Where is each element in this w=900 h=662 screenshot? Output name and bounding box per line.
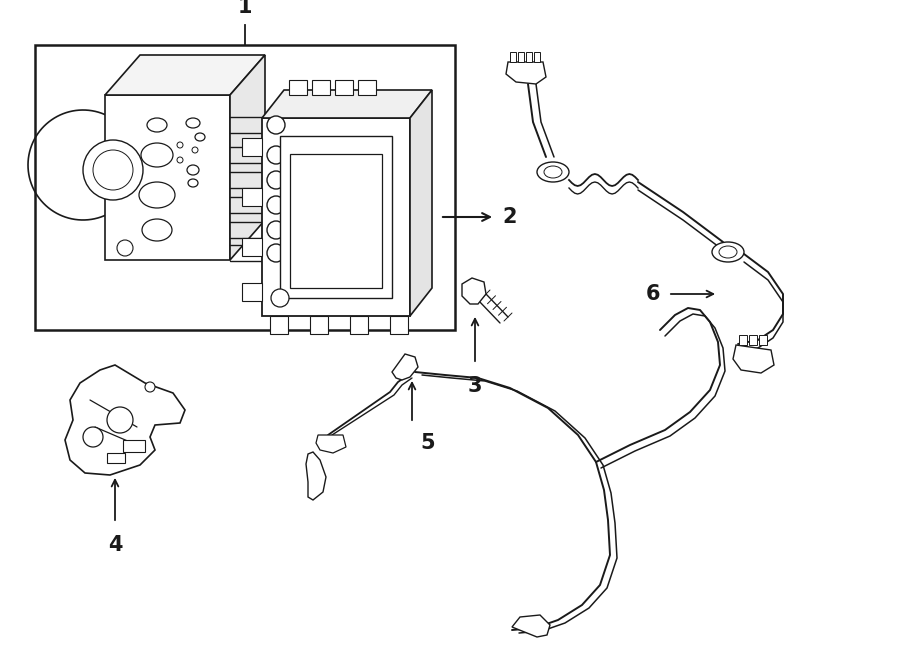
Bar bbox=[739, 335, 747, 345]
Polygon shape bbox=[410, 90, 432, 316]
Bar bbox=[518, 52, 524, 62]
Circle shape bbox=[83, 427, 103, 447]
Text: 1: 1 bbox=[238, 0, 252, 17]
Circle shape bbox=[271, 289, 289, 307]
Polygon shape bbox=[270, 316, 288, 334]
Bar bbox=[759, 335, 767, 345]
Polygon shape bbox=[242, 238, 262, 256]
Ellipse shape bbox=[195, 133, 205, 141]
Circle shape bbox=[267, 196, 285, 214]
Polygon shape bbox=[289, 80, 307, 95]
Polygon shape bbox=[280, 136, 392, 298]
Text: 5: 5 bbox=[420, 433, 435, 453]
Ellipse shape bbox=[188, 179, 198, 187]
Bar bbox=[510, 52, 516, 62]
Polygon shape bbox=[358, 80, 376, 95]
Polygon shape bbox=[335, 80, 353, 95]
Ellipse shape bbox=[147, 118, 167, 132]
Bar bbox=[749, 335, 757, 345]
Text: 4: 4 bbox=[108, 535, 122, 555]
Bar bbox=[534, 52, 540, 62]
Ellipse shape bbox=[537, 162, 569, 182]
Bar bbox=[107, 453, 125, 463]
Polygon shape bbox=[506, 62, 546, 84]
Polygon shape bbox=[310, 316, 328, 334]
Ellipse shape bbox=[139, 182, 175, 208]
Circle shape bbox=[145, 382, 155, 392]
Circle shape bbox=[93, 150, 133, 190]
Ellipse shape bbox=[186, 118, 200, 128]
Circle shape bbox=[107, 407, 133, 433]
Polygon shape bbox=[312, 80, 330, 95]
Polygon shape bbox=[316, 435, 346, 453]
Text: 2: 2 bbox=[502, 207, 517, 227]
Ellipse shape bbox=[141, 143, 173, 167]
Polygon shape bbox=[462, 278, 486, 304]
Ellipse shape bbox=[187, 165, 199, 175]
Ellipse shape bbox=[142, 219, 172, 241]
Polygon shape bbox=[105, 55, 265, 95]
Polygon shape bbox=[390, 316, 408, 334]
Polygon shape bbox=[242, 138, 262, 156]
Circle shape bbox=[267, 116, 285, 134]
Circle shape bbox=[267, 171, 285, 189]
Circle shape bbox=[117, 240, 133, 256]
Bar bbox=[123, 440, 145, 452]
Polygon shape bbox=[306, 452, 326, 500]
Polygon shape bbox=[242, 283, 262, 301]
Circle shape bbox=[192, 147, 198, 153]
Circle shape bbox=[177, 142, 183, 148]
Ellipse shape bbox=[719, 246, 737, 258]
Text: 3: 3 bbox=[468, 376, 482, 396]
Text: 6: 6 bbox=[645, 284, 660, 304]
Circle shape bbox=[83, 140, 143, 200]
Circle shape bbox=[267, 146, 285, 164]
Polygon shape bbox=[65, 365, 185, 475]
Circle shape bbox=[267, 244, 285, 262]
Polygon shape bbox=[512, 615, 550, 637]
Polygon shape bbox=[392, 354, 418, 380]
Ellipse shape bbox=[712, 242, 744, 262]
Ellipse shape bbox=[544, 166, 562, 178]
Circle shape bbox=[267, 221, 285, 239]
Circle shape bbox=[177, 157, 183, 163]
Polygon shape bbox=[733, 345, 774, 373]
Polygon shape bbox=[262, 90, 432, 118]
Polygon shape bbox=[262, 118, 410, 316]
Polygon shape bbox=[350, 316, 368, 334]
Polygon shape bbox=[105, 95, 230, 260]
Polygon shape bbox=[290, 154, 382, 288]
Polygon shape bbox=[242, 188, 262, 206]
Bar bbox=[35, 45, 455, 330]
Bar bbox=[526, 52, 532, 62]
Polygon shape bbox=[230, 55, 265, 260]
